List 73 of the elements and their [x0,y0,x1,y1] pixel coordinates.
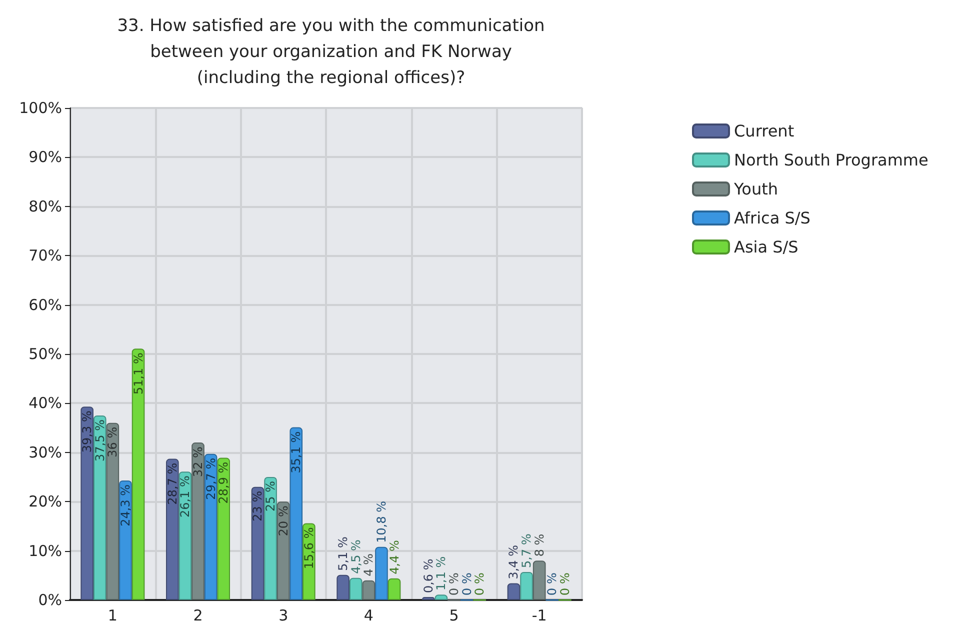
y-tick-label: 100% [19,99,62,117]
x-tick-label: 2 [193,606,203,624]
data-label: 5,1 % [336,536,350,571]
bar [204,454,218,600]
data-label: 37,5 % [92,420,107,462]
y-tick-label: 50% [28,345,62,363]
y-tick-label: 10% [28,542,62,560]
bar [192,442,204,600]
data-label: 0,6 % [421,558,436,594]
y-tick-label: 70% [28,246,62,265]
y-tick-label: 60% [28,296,62,314]
bar [375,546,388,600]
data-label: 8 % [532,534,546,557]
data-label: 4,5 % [348,540,363,574]
bar [349,578,362,600]
x-tick-label: 5 [449,606,459,624]
x-tick-label: 3 [278,606,288,624]
data-label: 25 % [264,481,278,512]
bar [132,348,145,600]
legend-label: Asia S/S [734,238,798,256]
y-tick-label: 0% [38,591,62,609]
y-tick-label: 80% [28,197,62,216]
bar [520,572,533,600]
data-label: 0 % [558,572,572,596]
y-tick-label: 40% [28,394,62,412]
x-tick-label: -1 [532,606,547,624]
bar [251,486,264,600]
data-label: 28,7 % [165,462,180,505]
data-label: 35,1 % [289,431,304,474]
data-label: 10,8 % [374,500,388,543]
bar [80,406,94,600]
data-label: 20 % [276,506,290,536]
bar [388,578,401,600]
data-label: 39,3 % [80,410,94,453]
bar [106,422,120,600]
bar [336,574,350,600]
data-label: 4,4 % [387,540,402,574]
data-label: 26,1 % [178,476,192,518]
legend-label: North South Programme [734,150,928,170]
data-label: 0 % [447,572,461,596]
data-label: 51,1 % [131,352,146,395]
x-tick-label: 4 [364,606,374,624]
legend-label: Current [734,122,794,140]
bar [166,458,179,600]
data-label: 3,4 % [506,544,521,580]
data-label: 36 % [106,426,120,458]
bar [507,583,520,600]
data-label: 5,7 % [520,534,534,568]
x-tick-label: 1 [108,606,118,624]
chart-title: 33. How satisfied are you with the communication between your organization and FK Norway (including the regional offices)? [117,16,545,88]
data-label: 23 % [250,490,265,522]
data-label: 24,3 % [118,484,132,526]
data-label: 15,6 % [302,527,316,570]
data-label: 28,9 % [216,462,231,504]
data-label: 29,7 % [204,458,218,500]
y-tick-label: 20% [28,492,62,511]
bar [264,477,277,600]
data-label: 0 % [545,572,560,596]
bar [290,427,303,600]
bar [532,560,546,600]
bar [362,580,376,600]
legend-label: Africa S/S [734,208,810,228]
data-label: 4 % [362,553,376,576]
data-label: 0 % [472,572,487,596]
data-label: 0 % [460,572,474,596]
data-label: 1,1 % [434,556,448,591]
bar [119,480,132,600]
y-tick-label: 90% [28,148,62,166]
y-tick-label: 30% [28,443,62,462]
data-label: 32 % [191,446,205,478]
bar [217,458,230,600]
bar [93,416,106,600]
legend-label: Youth [733,180,778,198]
